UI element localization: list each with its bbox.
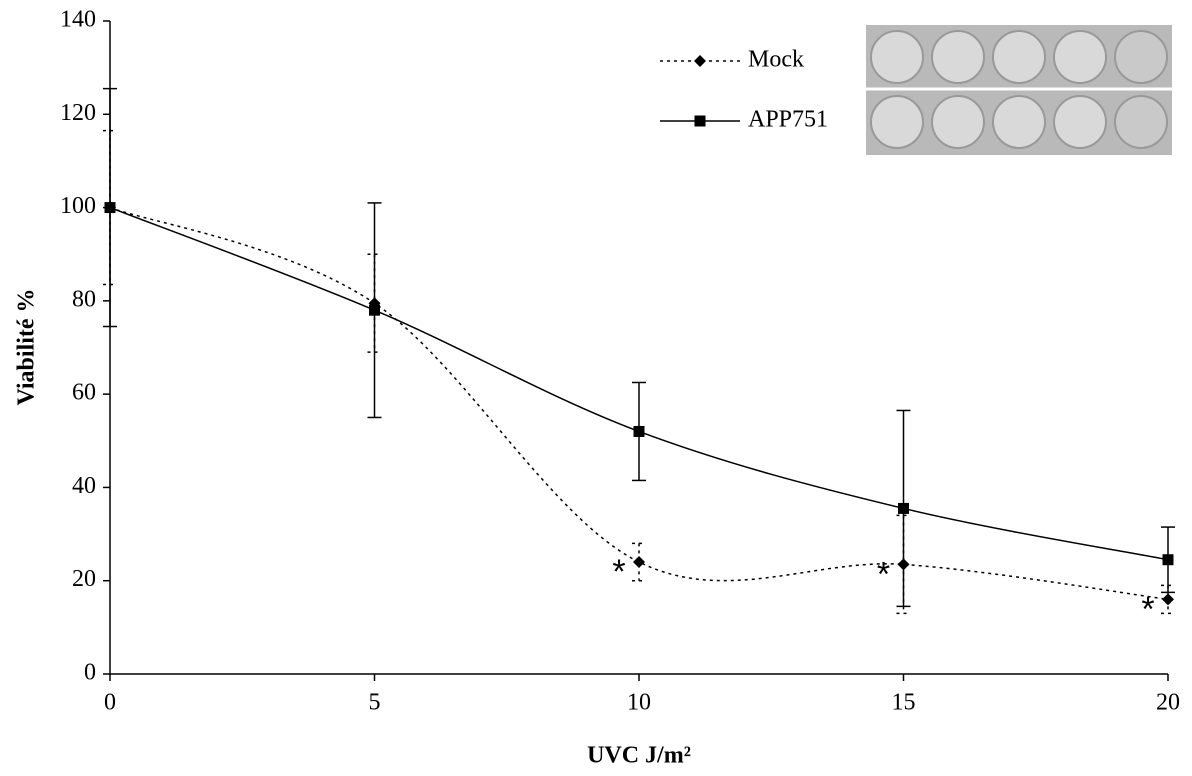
point (369, 304, 380, 316)
legend-marker (694, 115, 706, 127)
x-tick-label: 0 (104, 690, 116, 716)
point (1162, 593, 1174, 606)
y-tick-label: 20 (72, 566, 96, 592)
legend-label: Mock (748, 47, 804, 73)
y-tick-label: 40 (72, 473, 96, 499)
point (633, 556, 645, 569)
y-tick-label: 60 (72, 380, 96, 406)
series-line (109, 206, 1169, 601)
point (898, 502, 909, 514)
x-tick-label: 15 (892, 690, 916, 716)
y-tick-label: 140 (60, 7, 96, 33)
annotation: * (1141, 590, 1154, 628)
x-tick-label: 20 (1156, 690, 1180, 716)
legend-marker (694, 55, 706, 67)
error-bar (632, 542, 646, 582)
legend-label: APP751 (748, 107, 828, 133)
well-photo (866, 25, 1172, 155)
y-tick-label: 120 (60, 100, 96, 126)
point (633, 425, 645, 437)
x-axis-label: UVC J/m² (587, 743, 691, 769)
point (1162, 554, 1174, 566)
x-tick-label: 5 (369, 690, 381, 716)
point (104, 202, 116, 214)
x-tick-label: 10 (627, 690, 651, 716)
annotation: * (612, 553, 625, 591)
y-tick-label: 100 (60, 193, 96, 219)
y-tick-label: 80 (72, 286, 96, 312)
y-tick-label: 0 (84, 660, 96, 686)
y-axis-label: Viabilité % (14, 288, 40, 405)
annotation: * (877, 555, 890, 593)
